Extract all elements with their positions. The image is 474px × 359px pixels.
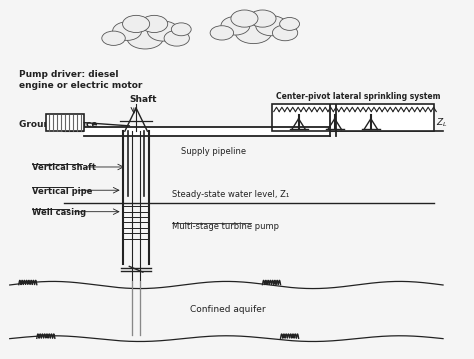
Text: Supply pipeline: Supply pipeline xyxy=(181,147,246,156)
Ellipse shape xyxy=(273,25,298,41)
Text: Multi-stage turbine pump: Multi-stage turbine pump xyxy=(172,223,279,232)
Text: Vertical pipe: Vertical pipe xyxy=(32,187,92,196)
Ellipse shape xyxy=(147,21,179,41)
Text: Pump driver: diesel
engine or electric motor: Pump driver: diesel engine or electric m… xyxy=(19,70,142,90)
Ellipse shape xyxy=(102,31,125,45)
Text: $Z_L$: $Z_L$ xyxy=(436,116,448,129)
Bar xyxy=(84,127,330,135)
Ellipse shape xyxy=(210,26,234,40)
Text: Confined aquifer: Confined aquifer xyxy=(190,305,266,314)
Ellipse shape xyxy=(164,31,190,46)
Ellipse shape xyxy=(280,18,300,31)
Ellipse shape xyxy=(171,23,191,36)
Ellipse shape xyxy=(249,10,276,27)
Ellipse shape xyxy=(113,22,142,41)
Bar xyxy=(46,114,84,131)
Text: Well casing: Well casing xyxy=(32,208,86,217)
Ellipse shape xyxy=(123,15,150,33)
Text: Shaft: Shaft xyxy=(129,95,157,104)
Text: Center-pivot lateral sprinkling system: Center-pivot lateral sprinkling system xyxy=(276,92,440,101)
Ellipse shape xyxy=(221,17,250,35)
Text: Vertical shaft: Vertical shaft xyxy=(32,163,96,172)
Bar xyxy=(272,104,434,131)
Text: Ground surface: Ground surface xyxy=(19,120,97,130)
Text: Steady-state water level, Z₁: Steady-state water level, Z₁ xyxy=(172,190,290,199)
Ellipse shape xyxy=(141,15,168,33)
Ellipse shape xyxy=(236,22,272,43)
Ellipse shape xyxy=(231,10,258,27)
Ellipse shape xyxy=(127,28,163,49)
Ellipse shape xyxy=(255,16,287,36)
